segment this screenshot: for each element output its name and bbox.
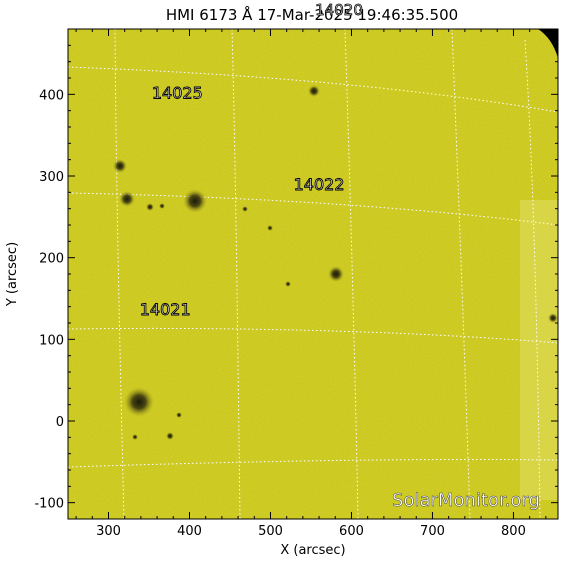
solar-disk-area: 14025 14022 14021 SolarMonitor.org xyxy=(68,29,558,519)
grid-longitude-line xyxy=(344,29,359,519)
watermark: SolarMonitor.org xyxy=(392,490,540,511)
region-label-14022: 14022 xyxy=(294,175,345,194)
grid-longitude-line xyxy=(524,39,541,519)
overlap-region-label: 14020 xyxy=(315,1,363,19)
off-disk-corner xyxy=(538,29,558,58)
x-tick-label: 500 xyxy=(258,524,283,539)
y-tick-label: 300 xyxy=(39,170,64,185)
image-title: HMI 6173 Å 17-Mar-2025 19:46:35.500 xyxy=(166,5,458,24)
sunspot xyxy=(548,313,558,323)
grid-latitude-line xyxy=(68,66,558,113)
region-label-14025: 14025 xyxy=(152,83,203,102)
sunspot xyxy=(285,281,291,287)
x-tick-label: 800 xyxy=(501,524,526,539)
y-tick-label: 100 xyxy=(39,333,64,348)
grid-latitude-line xyxy=(68,458,558,468)
grid-longitude-line xyxy=(231,29,241,519)
x-axis-label: X (arcsec) xyxy=(280,543,345,558)
y-axis-label: Y (arcsec) xyxy=(5,242,20,307)
x-tick-label: 600 xyxy=(339,524,364,539)
sunspot xyxy=(124,387,154,417)
x-axis-ticks: 300 400 500 600 700 800 xyxy=(75,29,547,539)
region-label-14021: 14021 xyxy=(140,300,191,319)
sunspot xyxy=(242,206,248,212)
y-tick-label: 200 xyxy=(39,252,64,267)
active-region-labels: 14025 14022 14021 xyxy=(139,83,345,319)
y-tick-label: -100 xyxy=(34,497,64,512)
sunspot xyxy=(146,203,154,211)
sunspot-group xyxy=(113,85,558,440)
y-tick-label: 0 xyxy=(56,415,64,430)
sunspot xyxy=(132,434,138,440)
grid-latitude-line xyxy=(68,327,558,344)
x-tick-label: 300 xyxy=(96,524,121,539)
y-axis-ticks: 400 300 200 100 0 -100 xyxy=(34,44,558,512)
y-tick-label: 400 xyxy=(39,88,64,103)
sunspot xyxy=(119,191,135,207)
sunspot xyxy=(267,225,273,231)
limb-brightening xyxy=(520,200,558,500)
sunspot xyxy=(328,266,344,282)
sunspot xyxy=(176,412,182,418)
sunspot xyxy=(113,159,127,173)
grid-longitude-line xyxy=(451,29,471,519)
sunspot xyxy=(166,432,174,440)
x-tick-label: 400 xyxy=(177,524,202,539)
x-tick-label: 700 xyxy=(420,524,445,539)
sunspot xyxy=(159,203,165,209)
sunspot xyxy=(183,189,207,213)
disk-texture xyxy=(68,29,558,519)
sunspot xyxy=(308,85,320,97)
